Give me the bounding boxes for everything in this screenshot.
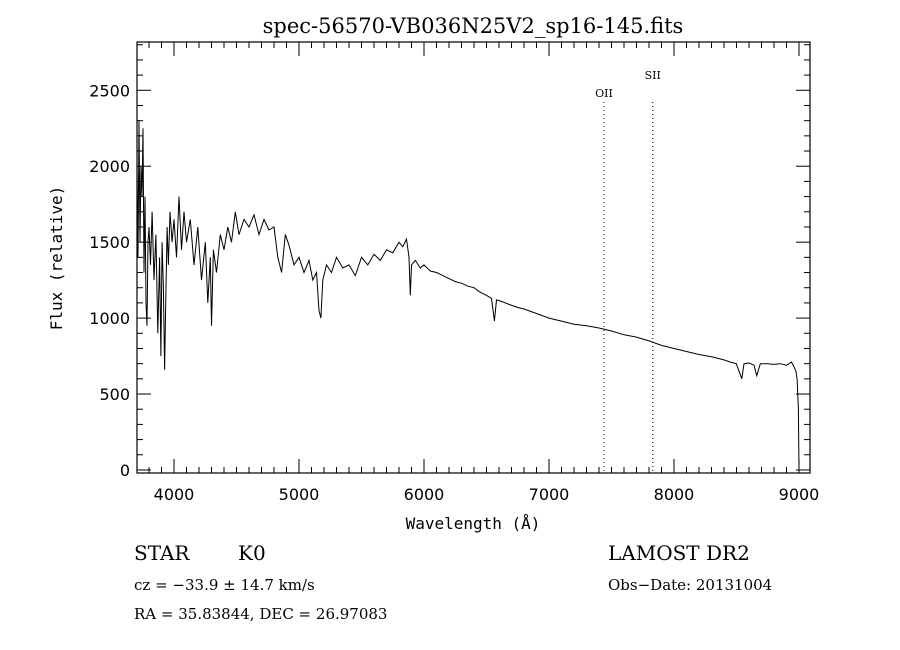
y-tick-label: 2000 [89,157,130,176]
chart-title: spec-56570-VB036N25V2_sp16-145.fits [263,14,684,38]
x-tick-label: 6000 [404,485,445,504]
survey-label: LAMOST DR2 [608,541,750,565]
y-tick-label: 500 [99,385,130,404]
object-class: STAR [134,541,190,565]
spectrum-line [136,120,800,471]
y-tick-label: 1000 [89,309,130,328]
redshift-info: cz = −33.9 ± 14.7 km/s [134,576,315,594]
line-label-oii: OII [595,87,613,100]
obs-date: Obs−Date: 20131004 [608,576,772,594]
y-tick-label: 2500 [89,81,130,100]
y-tick-label: 0 [120,461,130,480]
emission-line-markers: OII SII [595,69,661,473]
axes: 4000 5000 6000 7000 8000 9000 0 500 1000 1500 2000… [89,42,819,504]
x-tick-label: 9000 [779,485,820,504]
x-tick-label: 8000 [654,485,695,504]
x-tick-label: 7000 [529,485,570,504]
x-tick-label: 5000 [279,485,320,504]
y-axis-label: Flux (relative) [47,186,66,331]
ra-dec: RA = 35.83844, DEC = 26.97083 [134,605,387,623]
x-tick-label: 4000 [154,485,195,504]
object-subclass: K0 [238,541,266,565]
line-label-sii: SII [645,69,661,82]
y-tick-label: 1500 [89,233,130,252]
plot-frame [136,41,811,474]
x-axis-label: Wavelength (Å) [406,514,541,533]
